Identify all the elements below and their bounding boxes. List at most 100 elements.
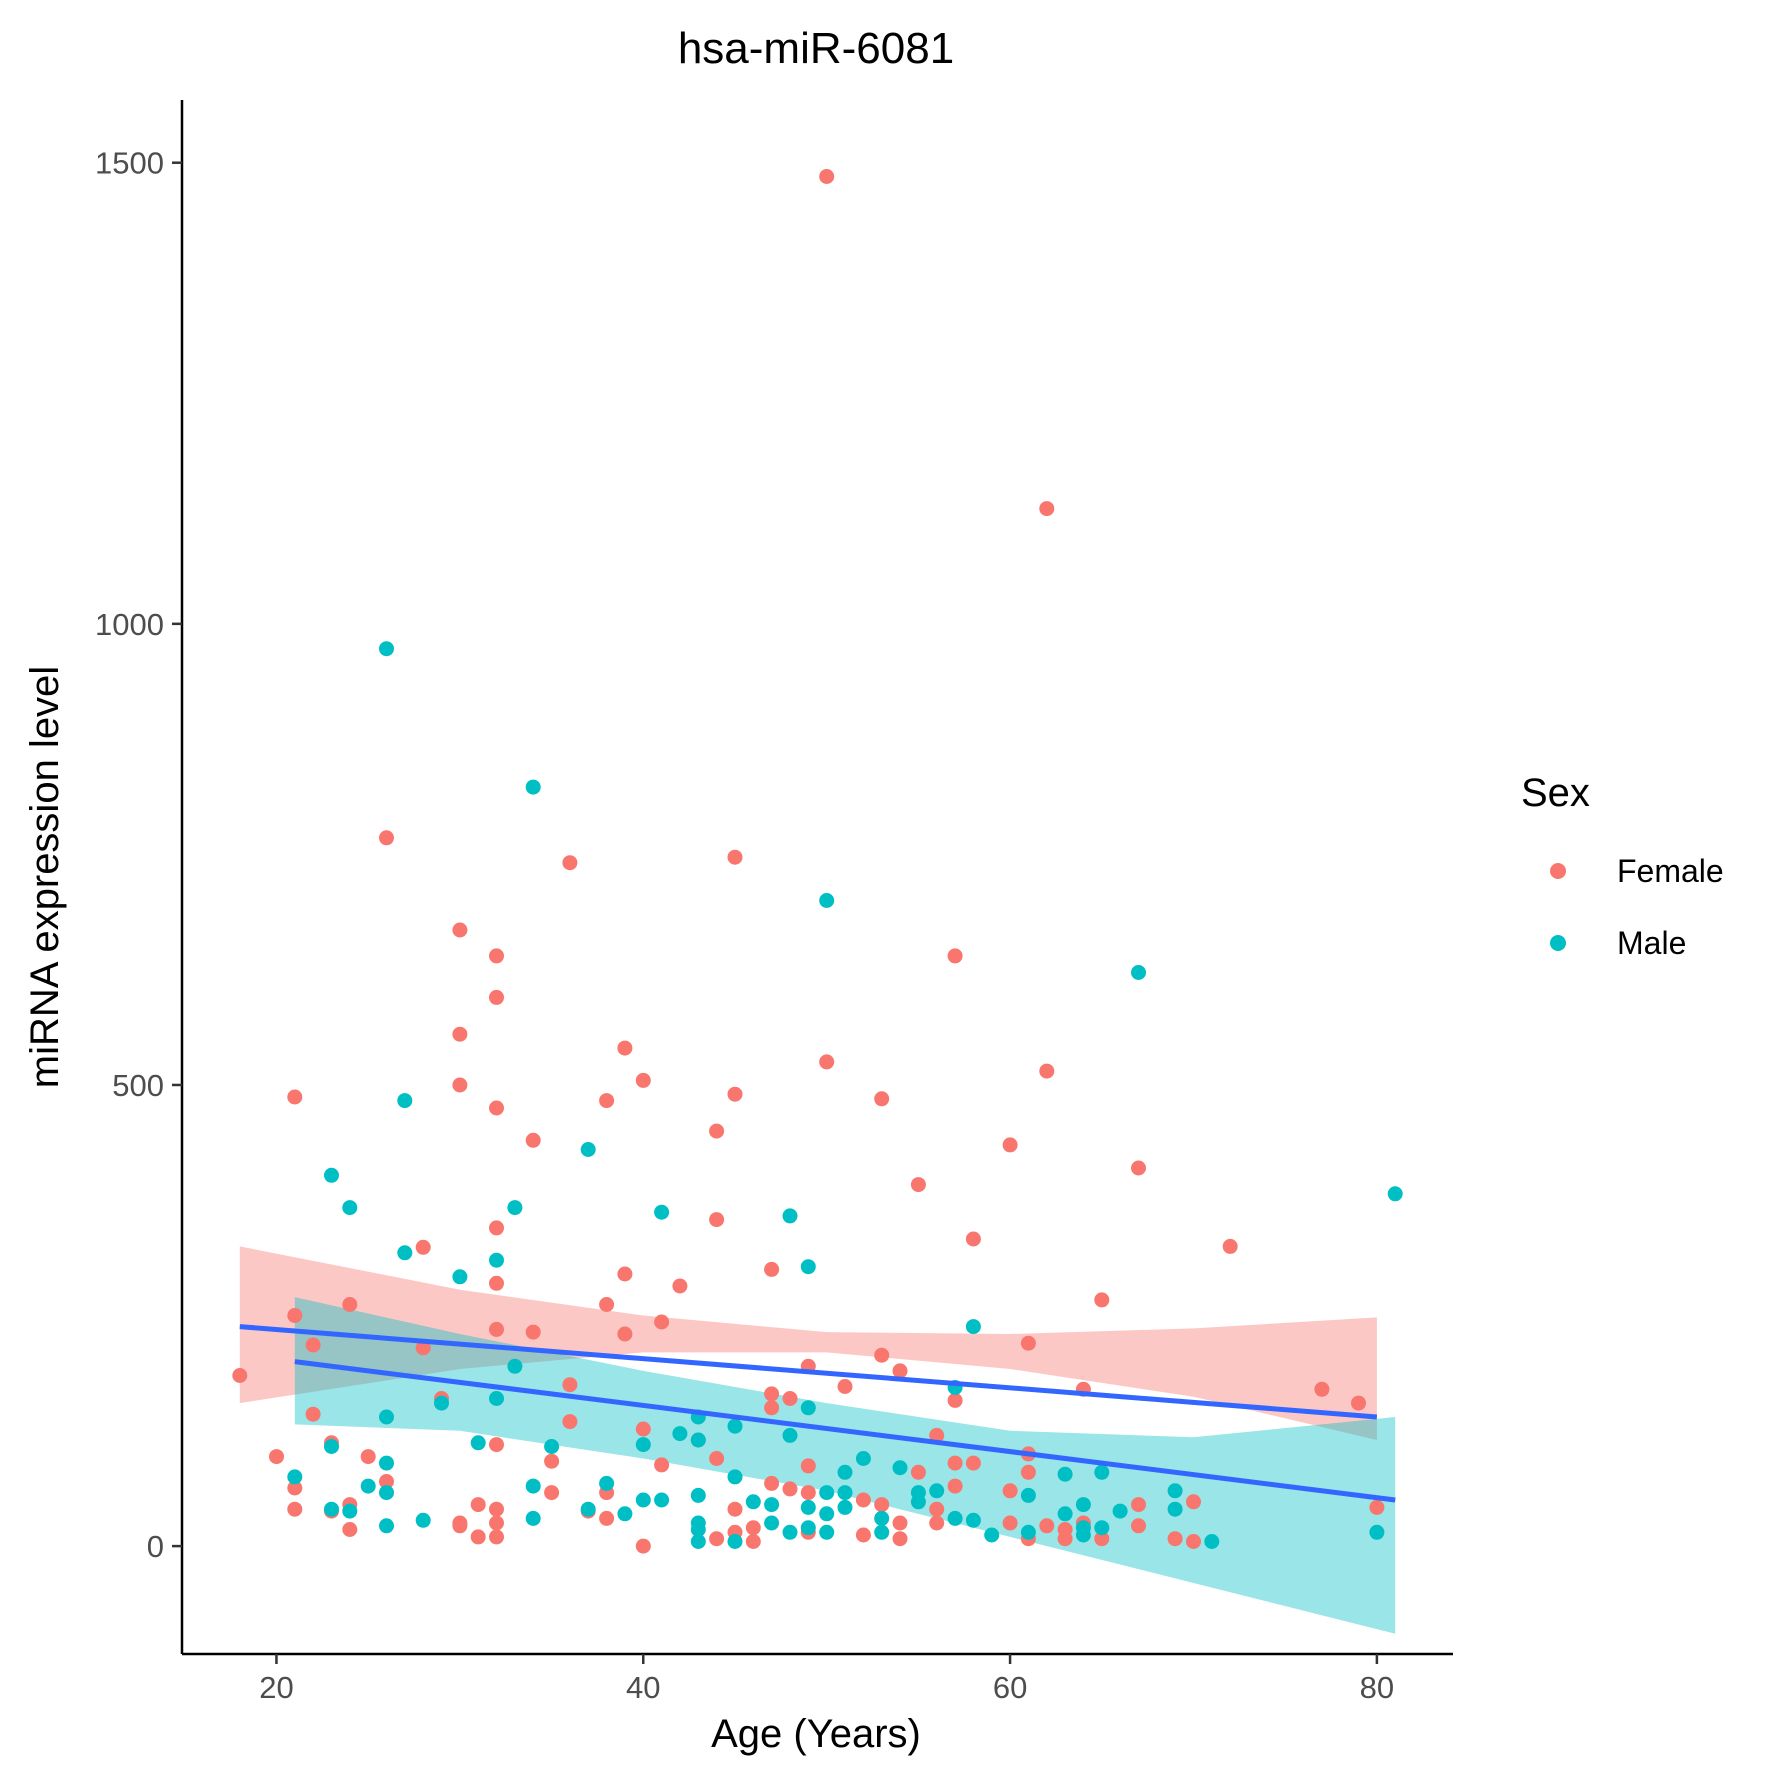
point-male bbox=[1057, 1506, 1073, 1522]
point-male bbox=[892, 1460, 908, 1476]
point-male bbox=[764, 1497, 780, 1513]
point-female bbox=[929, 1427, 945, 1443]
point-female bbox=[910, 1464, 926, 1480]
point-female bbox=[617, 1326, 633, 1342]
point-female bbox=[874, 1091, 890, 1107]
point-male bbox=[580, 1142, 596, 1157]
point-male bbox=[287, 1469, 303, 1485]
point-male bbox=[617, 1506, 633, 1522]
point-female bbox=[709, 1451, 725, 1466]
data-points bbox=[232, 169, 1403, 1554]
point-female bbox=[1057, 1531, 1073, 1547]
point-female bbox=[819, 169, 835, 184]
point-male bbox=[1204, 1534, 1220, 1549]
x-tick-label: 20 bbox=[259, 1670, 293, 1705]
point-male bbox=[580, 1501, 596, 1517]
point-female bbox=[305, 1337, 321, 1353]
point-female bbox=[562, 855, 578, 871]
point-female bbox=[489, 1220, 504, 1236]
point-male bbox=[800, 1400, 816, 1416]
legend-label-male: Male bbox=[1617, 925, 1686, 961]
point-female bbox=[1094, 1292, 1110, 1308]
point-female bbox=[1002, 1137, 1018, 1153]
point-male bbox=[837, 1464, 853, 1480]
point-female bbox=[892, 1515, 908, 1531]
point-female bbox=[727, 849, 743, 865]
point-male bbox=[947, 1510, 963, 1526]
point-female bbox=[855, 1527, 871, 1543]
point-male bbox=[599, 1475, 615, 1491]
point-male bbox=[415, 1512, 431, 1528]
point-female bbox=[1131, 1497, 1146, 1513]
point-female bbox=[489, 989, 504, 1005]
point-female bbox=[947, 1478, 963, 1494]
point-male bbox=[837, 1485, 853, 1501]
point-female bbox=[654, 1314, 670, 1330]
point-male bbox=[654, 1204, 670, 1220]
point-female bbox=[764, 1400, 780, 1416]
point-male bbox=[379, 1518, 394, 1534]
legend: Sex Female Male bbox=[1521, 771, 1724, 961]
point-male bbox=[525, 779, 541, 795]
x-tick-label: 80 bbox=[1360, 1670, 1394, 1705]
y-tick-label: 1500 bbox=[95, 146, 164, 181]
point-female bbox=[837, 1379, 853, 1394]
point-female bbox=[947, 1392, 963, 1408]
point-male bbox=[1112, 1503, 1128, 1519]
legend-label-female: Female bbox=[1617, 853, 1724, 889]
point-female bbox=[1186, 1534, 1201, 1549]
point-female bbox=[1351, 1395, 1366, 1411]
confidence-ribbons bbox=[239, 1246, 1396, 1634]
point-male bbox=[525, 1510, 541, 1526]
point-female bbox=[562, 1377, 578, 1393]
y-tick-label: 0 bbox=[147, 1529, 164, 1564]
point-male bbox=[507, 1200, 523, 1216]
point-female bbox=[489, 1321, 504, 1337]
point-male bbox=[324, 1439, 339, 1454]
point-female bbox=[1020, 1335, 1036, 1351]
point-male bbox=[782, 1427, 798, 1443]
regression-lines bbox=[239, 1324, 1396, 1503]
point-male bbox=[965, 1319, 981, 1335]
point-male bbox=[489, 1252, 504, 1268]
x-tick-label: 40 bbox=[626, 1670, 660, 1705]
y-tick-label: 1000 bbox=[95, 607, 164, 642]
point-female bbox=[617, 1266, 633, 1282]
point-male bbox=[324, 1167, 339, 1183]
point-male bbox=[984, 1527, 1000, 1543]
point-male bbox=[800, 1259, 816, 1275]
point-female bbox=[819, 1054, 835, 1070]
point-male bbox=[470, 1435, 486, 1451]
y-axis-ticks: 0 500 1000 1500 bbox=[95, 146, 182, 1564]
point-female bbox=[709, 1212, 725, 1228]
point-male bbox=[690, 1432, 706, 1448]
point-female bbox=[305, 1406, 321, 1422]
point-female bbox=[800, 1458, 816, 1474]
point-female bbox=[489, 1100, 504, 1116]
legend-title: Sex bbox=[1521, 771, 1590, 815]
point-male bbox=[1094, 1464, 1110, 1480]
point-female bbox=[1369, 1499, 1385, 1515]
point-female bbox=[782, 1481, 798, 1497]
point-female bbox=[452, 1026, 468, 1042]
point-female bbox=[525, 1324, 541, 1340]
point-female bbox=[452, 922, 468, 938]
point-female bbox=[654, 1457, 670, 1473]
point-male bbox=[1131, 965, 1146, 980]
point-female bbox=[544, 1453, 560, 1469]
point-male bbox=[1094, 1520, 1110, 1536]
point-female bbox=[947, 948, 963, 964]
point-male bbox=[819, 1524, 835, 1540]
point-female bbox=[287, 1480, 303, 1496]
point-female bbox=[855, 1492, 871, 1508]
point-male bbox=[379, 641, 394, 657]
point-male bbox=[690, 1534, 706, 1549]
point-female bbox=[1094, 1531, 1110, 1547]
point-female bbox=[764, 1261, 780, 1277]
point-female bbox=[232, 1368, 248, 1383]
point-female bbox=[379, 1474, 394, 1489]
point-female bbox=[489, 1501, 504, 1517]
point-male bbox=[635, 1492, 651, 1508]
point-female bbox=[1222, 1238, 1238, 1254]
